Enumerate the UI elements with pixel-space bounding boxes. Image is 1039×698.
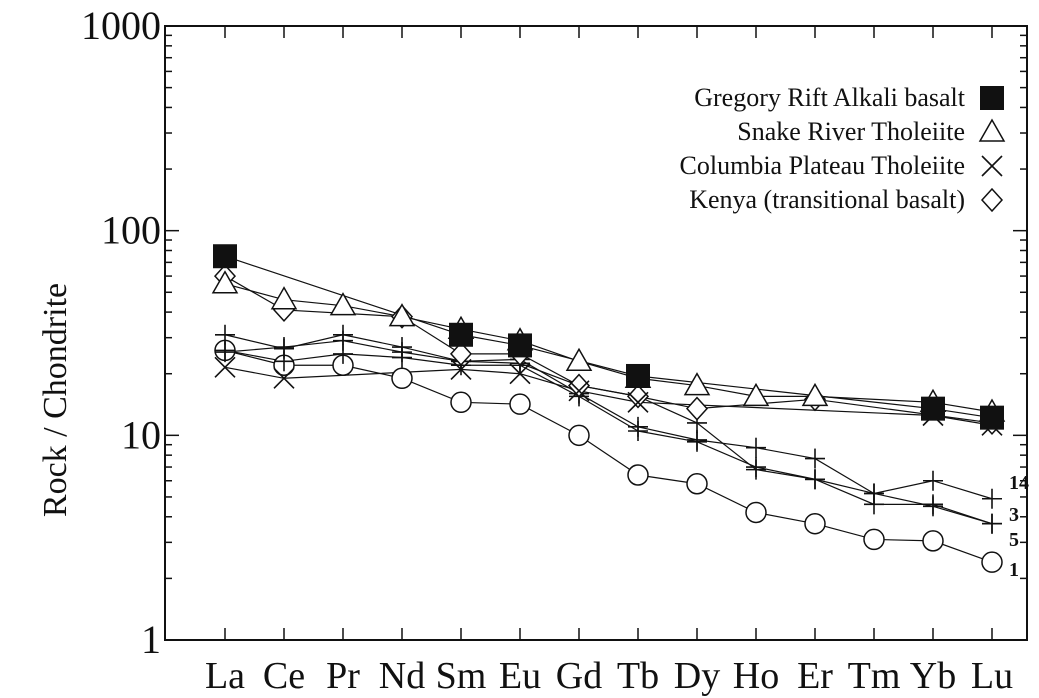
y-tick-label: 1000 (81, 3, 161, 48)
data-point-x (273, 367, 295, 389)
data-point-circle (686, 473, 708, 495)
data-point-filled-square (508, 333, 532, 358)
data-point-circle (450, 391, 472, 414)
data-point-circle (627, 464, 649, 486)
series-end-label: 1 (1009, 559, 1019, 581)
data-point-plus (746, 459, 766, 480)
data-point-plus (805, 469, 825, 490)
data-point-triangle (565, 347, 593, 372)
data-point-filled-square (626, 363, 650, 388)
series-line (224, 334, 993, 500)
data-point-plus (982, 513, 1002, 534)
x-tick-label: Yb (910, 655, 956, 697)
axis-ticks (165, 25, 1027, 641)
data-point-plus (923, 494, 943, 515)
data-point-plus (392, 337, 412, 358)
series-end-label: 14 (1009, 472, 1029, 494)
data-point-plus (687, 429, 707, 450)
data-point-diamond (626, 384, 650, 409)
data-point-plus (628, 416, 648, 437)
legend: Gregory Rift Alkali basalt Snake River Th… (680, 83, 1006, 214)
data-point-x (509, 363, 531, 385)
data-point-circle (922, 530, 944, 552)
series-line (224, 366, 993, 426)
data-point-triangle (211, 270, 239, 294)
data-point-triangle (742, 382, 770, 407)
data-point-circle (391, 367, 413, 390)
data-point-plus (274, 338, 294, 359)
data-point-filled-square (213, 244, 237, 269)
data-point-circle (981, 551, 1003, 573)
data-point-plus (923, 470, 943, 491)
x-tick-label: Ce (263, 655, 305, 697)
x-tick-label: Ho (733, 655, 779, 697)
y-tick-label: 100 (101, 208, 161, 253)
y-tick-label: 10 (121, 412, 161, 457)
data-point-x (627, 391, 649, 413)
data-point-filled-square (449, 322, 473, 347)
data-point-plus (864, 483, 884, 504)
data-point-plus (215, 342, 235, 363)
legend-label: Gregory Rift Alkali basalt (694, 83, 966, 112)
data-point-diamond (685, 396, 709, 421)
x-tick-label: Er (797, 655, 833, 697)
x-tick-label: Eu (499, 655, 541, 697)
x-tick-label: Lu (971, 655, 1013, 697)
data-point-x (450, 358, 472, 380)
data-point-filled-square (980, 405, 1004, 430)
data-point-triangle (388, 303, 416, 327)
legend-marker-diamond (980, 187, 1004, 213)
data-point-plus (746, 437, 766, 458)
x-tick-label: Nd (379, 655, 425, 697)
data-point-diamond (567, 373, 591, 398)
plot-frame (164, 25, 1028, 641)
series-line (224, 255, 993, 419)
data-point-plus (805, 448, 825, 469)
y-tick-label: 1 (141, 617, 161, 662)
series-markers (211, 244, 1006, 573)
legend-marker-filled-square (980, 86, 1004, 110)
x-tick-label: Sm (436, 655, 487, 697)
x-tick-label: Tb (617, 655, 659, 697)
series-line (224, 349, 993, 525)
data-point-diamond (449, 341, 473, 367)
data-point-circle (509, 393, 531, 415)
x-tick-label: Tm (848, 655, 901, 697)
axis-labels: 1 10 100 1000 La Ce Pr Nd Sm Eu Gd Tb Dy Ho Er Tm Yb Lu 14… (81, 3, 1029, 697)
data-point-triangle (329, 292, 357, 316)
data-point-triangle (270, 286, 298, 310)
legend-label: Snake River Tholeiite (737, 117, 965, 146)
data-point-circle (863, 528, 885, 551)
data-point-plus (982, 488, 1002, 509)
data-point-triangle (801, 382, 829, 407)
data-point-plus (333, 324, 353, 345)
legend-label: Columbia Plateau Tholeiite (680, 151, 965, 180)
series-end-label: 5 (1009, 529, 1019, 551)
x-tick-label: Gd (556, 655, 602, 697)
data-point-circle (745, 501, 767, 524)
legend-marker-triangle (978, 118, 1006, 142)
legend-label: Kenya (transitional basalt) (689, 185, 965, 214)
y-axis-title: Rock / Chondrite (37, 283, 74, 517)
data-point-x (214, 356, 236, 378)
data-point-plus (215, 324, 235, 345)
data-point-x (568, 380, 590, 402)
legend-marker-x (981, 155, 1003, 177)
series-end-label: 3 (1009, 504, 1019, 526)
data-point-filled-square (921, 396, 945, 421)
x-tick-label: Pr (326, 655, 360, 697)
data-point-circle (804, 512, 826, 535)
data-point-triangle (683, 372, 711, 396)
plot-border (164, 25, 1028, 641)
data-point-circle (568, 424, 590, 447)
x-tick-label: Dy (674, 655, 720, 697)
x-tick-label: La (205, 655, 245, 697)
